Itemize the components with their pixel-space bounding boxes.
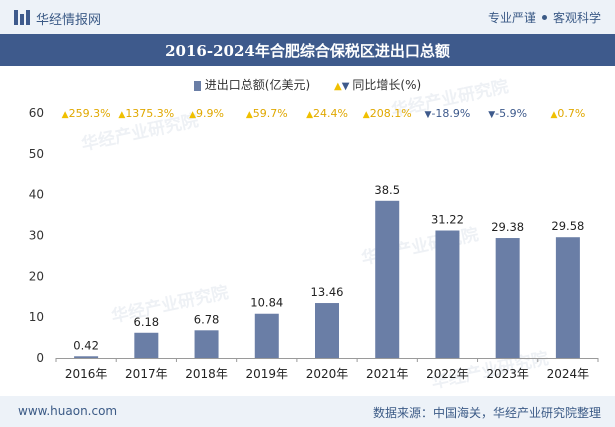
growth-label: ▼-5.9% [488,107,527,120]
bar-value-label: 29.38 [491,220,524,234]
growth-value: 24.4% [313,107,348,120]
top-bar: 华经情报网 专业严谨 客观科学 [0,0,615,34]
bar [555,237,580,358]
tagline: 专业严谨 客观科学 [488,9,601,26]
triangle-down-icon: ▼ [425,110,432,120]
growth-value: 259.3% [69,107,111,120]
growth-label: ▲59.7% [246,107,288,120]
brand-logo-icon [14,10,30,25]
bar-value-label: 29.58 [551,219,584,233]
growth-value: 59.7% [253,107,288,120]
bar-value-label: 0.42 [73,338,99,352]
growth-value: 0.7% [557,107,585,120]
legend-label-total: 进出口总额(亿美元) [204,78,311,92]
growth-label: ▲24.4% [306,107,348,120]
bar [74,356,99,358]
bar-value-label: 38.5 [374,183,400,197]
growth-value: 208.1% [370,107,412,120]
bar [194,330,219,358]
growth-label: ▲0.7% [550,107,585,120]
brand-name: 华经情报网 [36,13,102,28]
y-tick-label: 0 [36,351,44,365]
y-tick-label: 60 [29,106,44,120]
y-tick-label: 50 [29,147,44,161]
growth-value: 9.9% [196,107,224,120]
triangle-up-icon: ▲ [189,110,196,120]
triangle-up-icon: ▲ [334,81,342,92]
x-tick-label: 2017年 [125,367,168,381]
y-tick-label: 20 [29,269,44,283]
tagline-right: 客观科学 [552,11,601,25]
triangle-up-icon: ▲ [118,110,125,120]
growth-label: ▲259.3% [62,107,111,120]
growth-value: -5.9% [495,107,527,120]
bar [254,313,279,358]
bar-value-label: 6.78 [194,312,220,326]
bar [315,303,339,358]
x-tick-label: 2024年 [547,367,590,381]
x-tick-label: 2018年 [185,367,228,381]
triangle-up-icon: ▲ [306,110,313,120]
growth-label: ▲1375.3% [118,107,174,120]
x-tick-label: 2020年 [306,367,349,381]
triangle-down-icon: ▼ [488,110,495,120]
bar [134,332,159,358]
bar-value-label: 6.18 [134,315,160,329]
y-tick-label: 10 [29,310,44,324]
x-tick-label: 2016年 [65,367,108,381]
footer-source: 数据来源：中国海关，华经产业研究院整理 [372,406,601,420]
bar-value-label: 10.84 [250,296,283,310]
legend-label-growth: 同比增长(%) [352,78,422,92]
bar [435,230,460,358]
legend-item-growth: ▲▼ 同比增长(%) [334,76,421,93]
triangle-up-icon: ▲ [246,110,253,120]
triangle-up-icon: ▲ [550,110,557,120]
growth-value: 1375.3% [125,107,174,120]
title-bar: 2016-2024年合肥综合保税区进出口总额 [0,34,615,66]
tagline-left: 专业严谨 [487,11,536,25]
bar-value-label: 13.46 [311,285,344,299]
growth-label: ▼-18.9% [425,107,471,120]
chart-legend: 进出口总额(亿美元) ▲▼ 同比增长(%) [0,76,615,93]
legend-item-total: 进出口总额(亿美元) [193,76,311,93]
legend-bar-swatch-icon [193,80,201,91]
growth-label: ▲9.9% [189,107,224,120]
x-tick-label: 2022年 [426,367,469,381]
growth-label: ▲208.1% [363,107,412,120]
growth-value: -18.9% [431,107,470,120]
x-tick-label: 2019年 [246,367,289,381]
x-tick-label: 2021年 [366,367,409,381]
bar-chart: 01020304050600.422016年▲259.3%6.182017年▲1… [29,106,599,381]
bar-value-label: 31.22 [431,213,464,227]
bar [495,238,520,358]
triangle-down-icon: ▼ [341,81,350,92]
bar [375,200,400,358]
y-tick-label: 40 [29,188,44,202]
triangle-up-icon: ▲ [62,110,69,120]
tagline-dot-icon [541,15,547,20]
x-tick-label: 2023年 [486,367,529,381]
y-tick-label: 30 [29,229,44,243]
triangle-up-icon: ▲ [363,110,370,120]
footer-website: www.huaon.com [18,404,118,418]
chart-title: 2016-2024年合肥综合保税区进出口总额 [165,42,450,60]
footer-bar: www.huaon.com 数据来源：中国海关，华经产业研究院整理 [0,396,615,427]
